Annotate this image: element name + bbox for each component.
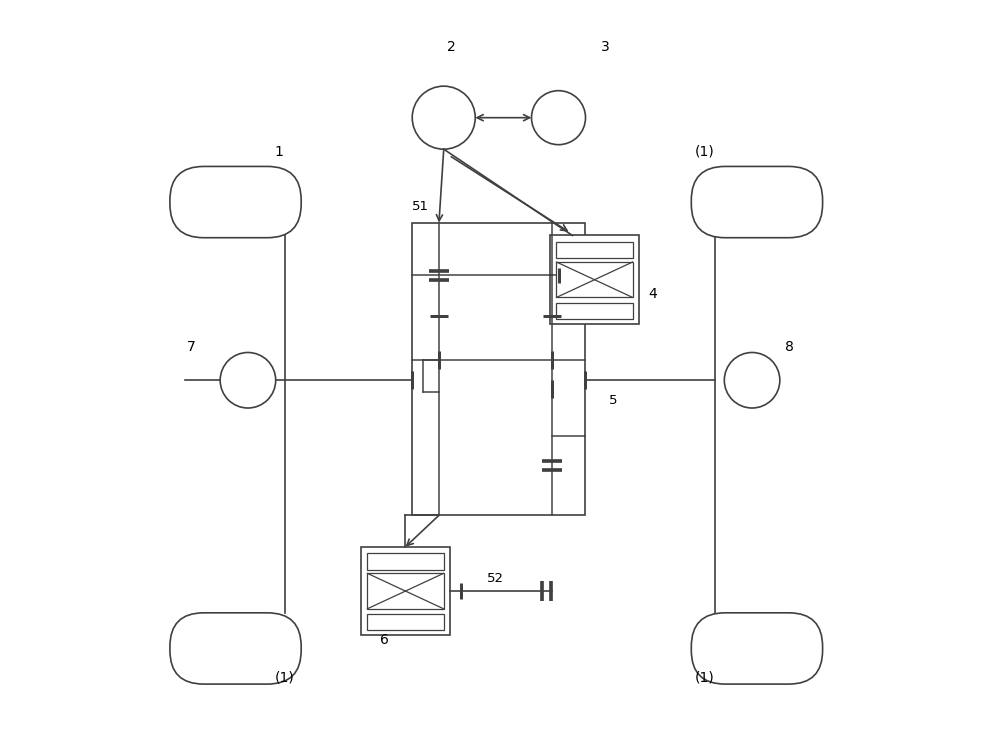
- FancyBboxPatch shape: [691, 166, 823, 238]
- Circle shape: [220, 352, 276, 408]
- Bar: [367, 614, 444, 630]
- Bar: [367, 553, 444, 570]
- Text: (1): (1): [695, 670, 715, 684]
- Bar: [367, 573, 444, 608]
- Text: 51: 51: [412, 200, 429, 213]
- FancyBboxPatch shape: [170, 613, 301, 684]
- FancyBboxPatch shape: [170, 166, 301, 238]
- Bar: [556, 242, 633, 258]
- Text: 52: 52: [486, 572, 503, 585]
- Bar: [556, 303, 633, 319]
- Text: 6: 6: [380, 633, 389, 647]
- Circle shape: [532, 90, 586, 145]
- Circle shape: [412, 86, 475, 149]
- Bar: [556, 262, 633, 297]
- Text: (1): (1): [695, 145, 715, 159]
- Bar: [412, 223, 585, 515]
- Text: 1: 1: [275, 145, 284, 159]
- Circle shape: [724, 352, 780, 408]
- Bar: [550, 236, 639, 324]
- Text: 4: 4: [649, 288, 657, 301]
- Text: 8: 8: [785, 340, 794, 354]
- Text: 5: 5: [609, 394, 617, 407]
- Text: 7: 7: [186, 340, 195, 354]
- Text: 2: 2: [447, 40, 456, 54]
- Text: 3: 3: [601, 40, 610, 54]
- FancyBboxPatch shape: [691, 613, 823, 684]
- Text: (1): (1): [275, 670, 295, 684]
- Bar: [361, 547, 450, 636]
